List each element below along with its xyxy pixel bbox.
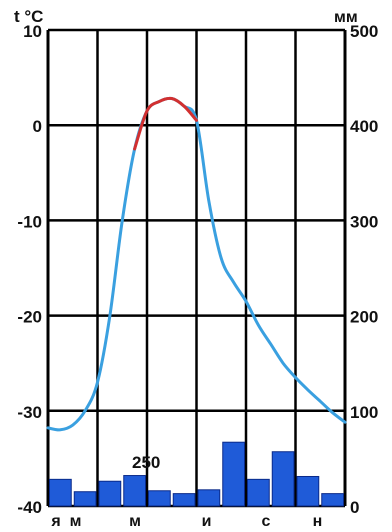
precipitation-bar-7	[197, 489, 221, 507]
temperature-curve	[46, 96, 347, 432]
temp-tick-5: -40	[17, 498, 42, 517]
precipitation-bar-5	[148, 490, 171, 507]
month-label-2: м	[129, 513, 141, 530]
month-label-4: с	[262, 513, 271, 530]
precip-tick-2: 300	[350, 212, 378, 231]
precipitation-bar-8	[222, 441, 245, 507]
precipitation-bar-11	[296, 475, 320, 507]
precip-tick-4: 100	[350, 403, 378, 422]
precip-tick-0: 500	[350, 22, 378, 41]
temp-tick-4: -30	[17, 403, 42, 422]
precipitation-bar-4	[123, 475, 146, 507]
precip-tick-5: 0	[350, 498, 359, 517]
temperature-warm-segment	[133, 96, 198, 151]
precipitation-bar-1	[49, 478, 72, 507]
temp-tick-1: 0	[33, 117, 42, 136]
precip-axis-label: мм	[334, 9, 358, 26]
month-label-5: н	[313, 513, 323, 530]
precipitation-bar-6	[172, 493, 196, 507]
precipitation-bars	[49, 441, 344, 507]
precip-tick-3: 200	[350, 308, 378, 327]
temp-tick-3: -20	[17, 308, 42, 327]
precipitation-bar-10	[271, 451, 295, 507]
temp-tick-0: 10	[23, 22, 42, 41]
month-label-0: я	[50, 513, 60, 530]
chart-grid	[46, 28, 347, 508]
month-label-1: м	[70, 513, 82, 530]
precipitation-bar-2	[73, 491, 97, 507]
temp-tick-2: -10	[17, 212, 42, 231]
temp-axis-label: t °C	[14, 7, 43, 26]
precipitation-bar-12	[321, 493, 344, 507]
precipitation-bar-9	[247, 478, 270, 507]
month-label-3: и	[202, 513, 212, 530]
precip-tick-1: 400	[350, 117, 378, 136]
annual-precipitation-label: 250	[132, 453, 160, 472]
precipitation-bar-3	[98, 480, 122, 507]
